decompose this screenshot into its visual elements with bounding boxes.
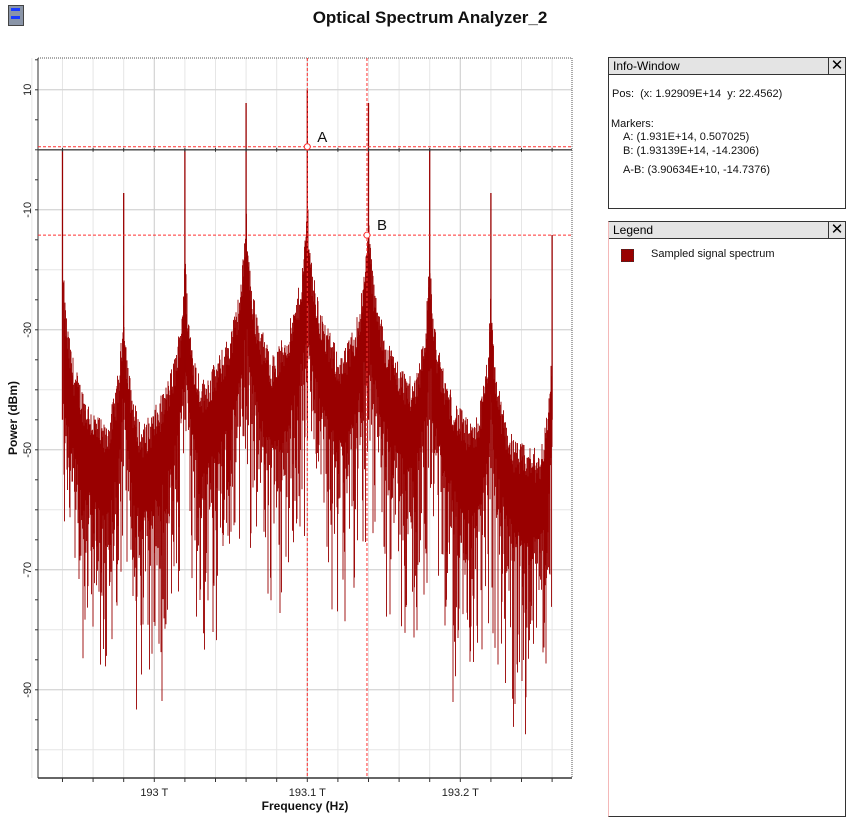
y-tick-label: -90 <box>22 682 34 698</box>
x-tick-label: 193.1 T <box>289 787 326 799</box>
close-icon[interactable]: ✕ <box>828 222 845 238</box>
markers: AB <box>38 58 572 778</box>
chart-title: Optical Spectrum Analyzer_2 <box>312 8 548 27</box>
axes: 193 T 193.1 T 193.2 T 10 -10 -30 -50 -70 -90 <box>22 57 573 799</box>
spectrum-chart[interactable]: 193 T 193.1 T 193.2 T10-10-30-50-70-90 AB … <box>0 0 600 820</box>
position-readout: Pos: (x: 1.92909E+14 y: 22.4562) <box>612 88 783 100</box>
marker-b-readout: B: (1.93139E+14, -14.2306) <box>623 145 760 157</box>
legend-panel: Legend ✕ Sampled signal spectrum <box>608 221 846 817</box>
y-axis-label: Power (dBm) <box>6 381 20 455</box>
app-window-icon <box>8 5 24 26</box>
y-tick-label: -10 <box>22 202 34 218</box>
legend-header: Legend ✕ <box>609 222 845 239</box>
x-tick-label: 193.2 T <box>442 787 479 799</box>
y-tick-label: -50 <box>22 442 34 458</box>
marker-b-label: B <box>377 217 387 234</box>
info-window: Info-Window ✕ Pos: (x: 1.92909E+14 y: 22.… <box>608 57 846 209</box>
legend-title: Legend <box>613 223 654 237</box>
y-tick-label: -70 <box>22 562 34 578</box>
close-icon[interactable]: ✕ <box>828 58 845 74</box>
noise-trace <box>63 200 553 735</box>
legend-item-label: Sampled signal spectrum <box>651 248 775 260</box>
x-tick-label: 193 T <box>140 787 168 799</box>
marker-delta-readout: A-B: (3.90634E+10, -14.7376) <box>623 164 771 176</box>
y-tick-label: -30 <box>22 322 34 338</box>
info-window-title: Info-Window <box>613 59 680 73</box>
marker-a-handle[interactable] <box>303 143 311 151</box>
marker-b-handle[interactable] <box>363 231 371 239</box>
marker-a-label: A <box>317 129 327 146</box>
markers-label: Markers: <box>611 118 654 130</box>
info-window-header: Info-Window ✕ <box>609 58 845 75</box>
x-axis-label: Frequency (Hz) <box>262 799 349 813</box>
legend-swatch <box>621 249 634 262</box>
y-tick-label: 10 <box>22 84 34 96</box>
marker-a-readout: A: (1.931E+14, 0.507025) <box>623 131 750 143</box>
